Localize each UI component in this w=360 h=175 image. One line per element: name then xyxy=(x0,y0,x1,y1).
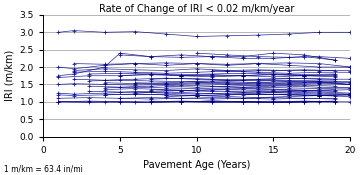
Text: 1 m/km = 63.4 in/mi: 1 m/km = 63.4 in/mi xyxy=(4,164,82,173)
X-axis label: Pavement Age (Years): Pavement Age (Years) xyxy=(143,160,250,170)
Title: Rate of Change of IRI < 0.02 m/km/year: Rate of Change of IRI < 0.02 m/km/year xyxy=(99,4,294,14)
Y-axis label: IRI (m/km): IRI (m/km) xyxy=(4,50,14,101)
